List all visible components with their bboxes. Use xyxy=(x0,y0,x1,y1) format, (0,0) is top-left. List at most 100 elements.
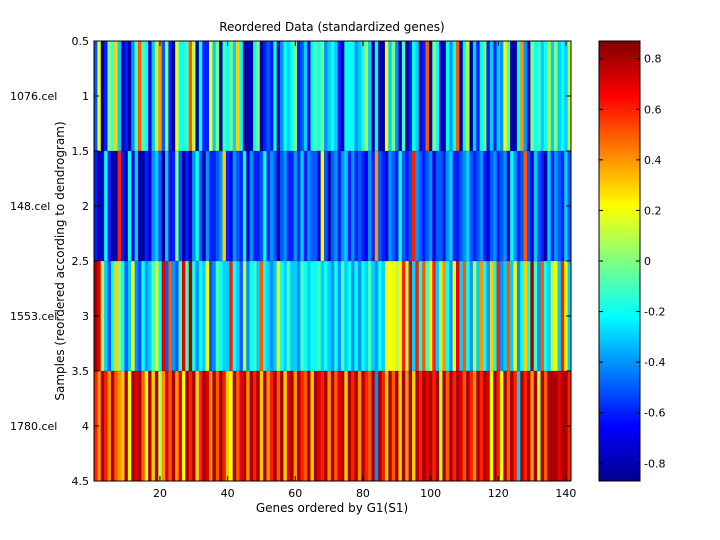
heatmap-cell xyxy=(334,41,338,151)
heatmap-cell xyxy=(324,151,328,261)
heatmap-cell xyxy=(432,371,437,481)
heatmap-cell xyxy=(158,371,163,481)
heatmap-cell xyxy=(449,41,453,151)
heatmap-cell xyxy=(378,151,382,261)
heatmap-cell xyxy=(263,151,267,261)
heatmap-cell xyxy=(472,371,477,481)
heatmap-cell xyxy=(378,261,382,371)
heatmap-cell xyxy=(371,261,376,371)
heatmap-cell xyxy=(530,261,535,371)
heatmap-cell xyxy=(97,151,102,261)
heatmap-cell xyxy=(259,371,264,481)
heatmap-cell xyxy=(202,151,207,261)
heatmap-cell xyxy=(205,41,210,151)
heatmap-cell xyxy=(547,371,552,481)
heatmap-cell xyxy=(510,41,514,151)
heatmap-cell xyxy=(259,41,264,151)
heatmap-cell xyxy=(239,261,244,371)
heatmap-cell xyxy=(121,261,125,371)
heatmap-cell xyxy=(455,151,460,261)
heatmap-cell xyxy=(516,261,521,371)
heatmap-cell xyxy=(401,371,406,481)
heatmap-cell xyxy=(466,151,470,261)
heatmap-cell xyxy=(401,151,406,261)
y-tick-label: 0.5 xyxy=(72,35,90,48)
heatmap-cell xyxy=(168,41,173,151)
heatmap-cell xyxy=(215,151,220,261)
heatmap-cell xyxy=(395,41,399,151)
heatmap-cell xyxy=(215,261,220,371)
heatmap-cell xyxy=(395,151,399,261)
heatmap-cell xyxy=(452,151,457,261)
heatmap-cell xyxy=(117,371,122,481)
sample-labels: 1076.cel 148.cel 1553.cel 1780.cel xyxy=(10,90,57,433)
heatmap-cell xyxy=(168,261,173,371)
heatmap-cell xyxy=(330,261,335,371)
heatmap-cell xyxy=(520,151,525,261)
heatmap-cell xyxy=(266,41,271,151)
heatmap-cell xyxy=(246,41,251,151)
heatmap-cell xyxy=(506,151,511,261)
heatmap-cell xyxy=(283,261,288,371)
heatmap-cell xyxy=(256,41,261,151)
heatmap-cell xyxy=(523,151,528,261)
heatmap-cell xyxy=(496,151,501,261)
heatmap-cell xyxy=(137,261,142,371)
heatmap-cell xyxy=(455,261,460,371)
heatmap-cell xyxy=(520,371,525,481)
heatmap-cell xyxy=(550,261,555,371)
heatmap-cell xyxy=(236,41,240,151)
heatmap-cell xyxy=(236,261,240,371)
heatmap-cell xyxy=(557,261,562,371)
heatmap-cell xyxy=(435,261,440,371)
heatmap-cell xyxy=(290,41,294,151)
heatmap-cell xyxy=(543,371,548,481)
heatmap-cell xyxy=(276,261,281,371)
heatmap-cell xyxy=(466,41,470,151)
heatmap-cell xyxy=(209,41,213,151)
x-tick-label: 60 xyxy=(288,487,302,500)
heatmap-cell xyxy=(540,371,545,481)
heatmap-cell xyxy=(266,261,271,371)
heatmap-cell xyxy=(489,261,494,371)
heatmap-cell xyxy=(229,41,234,151)
heatmap-cell xyxy=(293,371,298,481)
heatmap-cell xyxy=(462,41,467,151)
heatmap-cell xyxy=(493,261,497,371)
heatmap-cell xyxy=(327,261,332,371)
heatmap-cell xyxy=(384,261,389,371)
heatmap-cell xyxy=(337,151,342,261)
heatmap-cell xyxy=(354,261,359,371)
heatmap-cell xyxy=(344,371,349,481)
heatmap-cell xyxy=(205,151,210,261)
heatmap-cell xyxy=(280,261,284,371)
heatmap-cell xyxy=(520,41,525,151)
heatmap-cell xyxy=(320,41,325,151)
sample-label: 1553.cel xyxy=(10,310,57,323)
heatmap-cell xyxy=(472,151,477,261)
heatmap-cell xyxy=(263,371,267,481)
heatmap-cell xyxy=(286,151,291,261)
heatmap-cell xyxy=(334,371,338,481)
heatmap-cell xyxy=(273,261,278,371)
heatmap-cell xyxy=(354,151,359,261)
heatmap-cell xyxy=(496,371,501,481)
heatmap-cell xyxy=(134,261,139,371)
heatmap-cell xyxy=(280,41,284,151)
heatmap-cell xyxy=(527,261,531,371)
heatmap-cell xyxy=(560,41,565,151)
heatmap-cell xyxy=(181,41,186,151)
heatmap-cell xyxy=(178,151,183,261)
heatmap-cell xyxy=(222,41,227,151)
heatmap-cell xyxy=(273,41,278,151)
heatmap-cell xyxy=(296,41,301,151)
heatmap-cell xyxy=(527,151,531,261)
heatmap-cell xyxy=(100,261,105,371)
heatmap-cell xyxy=(263,41,267,151)
heatmap-cell xyxy=(232,261,237,371)
heatmap-cell xyxy=(405,261,410,371)
heatmap-cell xyxy=(283,371,288,481)
heatmap-cell xyxy=(435,151,440,261)
heatmap-cell xyxy=(205,371,210,481)
heatmap-cell xyxy=(469,41,474,151)
